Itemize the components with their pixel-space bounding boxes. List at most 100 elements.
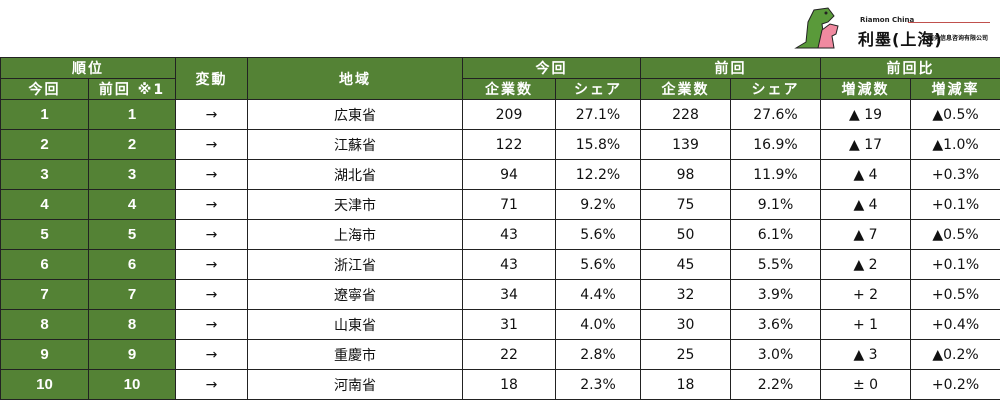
logo-chinese-name: 利墨(上海) — [858, 30, 943, 49]
cell-change: → — [175, 369, 248, 400]
cell-share: 2.3% — [555, 369, 641, 400]
cell-diff: + 2 — [820, 279, 911, 310]
table-row: 8 8 → 山東省 31 4.0% 30 3.6% + 1 +0.4% — [0, 309, 1000, 340]
logo-subtitle: 商务信息咨询有限公司 — [928, 35, 989, 42]
cell-current-rank: 9 — [0, 339, 89, 370]
cell-share: 5.6% — [555, 219, 641, 250]
cell-companies: 31 — [462, 309, 556, 340]
cell-region: 遼寧省 — [247, 279, 463, 310]
cell-companies: 43 — [462, 249, 556, 280]
cell-share: 5.6% — [555, 249, 641, 280]
cell-change: → — [175, 249, 248, 280]
cell-region: 浙江省 — [247, 249, 463, 280]
cell-diff: ▲ 7 — [820, 219, 911, 250]
cell-region: 湖北省 — [247, 159, 463, 190]
cell-rate: ▲0.5% — [910, 99, 1000, 130]
cell-current-rank: 3 — [0, 159, 89, 190]
cell-current-rank: 4 — [0, 189, 89, 220]
cell-rate: +0.1% — [910, 249, 1000, 280]
cell-companies: 71 — [462, 189, 556, 220]
cell-rate: +0.2% — [910, 369, 1000, 400]
cell-diff: ▲ 4 — [820, 159, 911, 190]
cell-current-rank: 10 — [0, 369, 89, 400]
cell-share: 15.8% — [555, 129, 641, 160]
cell-previous-rank: 3 — [88, 159, 176, 190]
cell-region: 河南省 — [247, 369, 463, 400]
dinosaur-mascot-icon — [794, 7, 839, 49]
cell-rate: ▲1.0% — [910, 129, 1000, 160]
cell-rate: ▲0.5% — [910, 219, 1000, 250]
cell-prev-companies: 25 — [640, 339, 731, 370]
cell-diff: ± 0 — [820, 369, 911, 400]
header-prev-companies: 企業数 — [640, 78, 731, 100]
cell-rate: +0.4% — [910, 309, 1000, 340]
table-row: 4 4 → 天津市 71 9.2% 75 9.1% ▲ 4 +0.1% — [0, 189, 1000, 220]
cell-prev-share: 5.5% — [730, 249, 821, 280]
cell-prev-companies: 32 — [640, 279, 731, 310]
cell-previous-rank: 9 — [88, 339, 176, 370]
cell-share: 2.8% — [555, 339, 641, 370]
header-this-time: 今回 — [462, 57, 641, 79]
table-row: 10 10 → 河南省 18 2.3% 18 2.2% ± 0 +0.2% — [0, 369, 1000, 400]
cell-region: 山東省 — [247, 309, 463, 340]
cell-region: 広東省 — [247, 99, 463, 130]
cell-share: 27.1% — [555, 99, 641, 130]
cell-diff: ▲ 19 — [820, 99, 911, 130]
cell-share: 4.0% — [555, 309, 641, 340]
cell-region: 重慶市 — [247, 339, 463, 370]
table-row: 6 6 → 浙江省 43 5.6% 45 5.5% ▲ 2 +0.1% — [0, 249, 1000, 280]
cell-change: → — [175, 309, 248, 340]
logo-english-name: Riamon China — [860, 16, 915, 24]
cell-prev-share: 3.9% — [730, 279, 821, 310]
cell-previous-rank: 10 — [88, 369, 176, 400]
cell-prev-companies: 228 — [640, 99, 731, 130]
cell-change: → — [175, 339, 248, 370]
cell-share: 12.2% — [555, 159, 641, 190]
cell-previous-rank: 5 — [88, 219, 176, 250]
header-rank: 順位 — [0, 57, 176, 79]
cell-change: → — [175, 159, 248, 190]
cell-current-rank: 2 — [0, 129, 89, 160]
cell-region: 上海市 — [247, 219, 463, 250]
cell-change: → — [175, 99, 248, 130]
cell-change: → — [175, 279, 248, 310]
cell-diff: ▲ 4 — [820, 189, 911, 220]
cell-prev-companies: 45 — [640, 249, 731, 280]
cell-prev-companies: 98 — [640, 159, 731, 190]
cell-region: 天津市 — [247, 189, 463, 220]
cell-prev-share: 11.9% — [730, 159, 821, 190]
cell-diff: ▲ 17 — [820, 129, 911, 160]
cell-prev-companies: 30 — [640, 309, 731, 340]
cell-current-rank: 1 — [0, 99, 89, 130]
cell-companies: 34 — [462, 279, 556, 310]
cell-previous-rank: 7 — [88, 279, 176, 310]
logo-divider — [908, 22, 990, 23]
company-logo: Riamon China 利墨(上海) 商务信息咨询有限公司 — [788, 2, 1000, 54]
cell-previous-rank: 6 — [88, 249, 176, 280]
cell-current-rank: 8 — [0, 309, 89, 340]
header-compare: 前回比 — [820, 57, 1000, 79]
header-share: シェア — [555, 78, 641, 100]
cell-previous-rank: 4 — [88, 189, 176, 220]
cell-diff: ▲ 3 — [820, 339, 911, 370]
header-rate: 増減率 — [910, 78, 1000, 100]
cell-share: 9.2% — [555, 189, 641, 220]
cell-previous-rank: 2 — [88, 129, 176, 160]
cell-companies: 18 — [462, 369, 556, 400]
cell-companies: 22 — [462, 339, 556, 370]
header-change: 変動 — [175, 57, 248, 100]
table-row: 7 7 → 遼寧省 34 4.4% 32 3.9% + 2 +0.5% — [0, 279, 1000, 310]
cell-rate: +0.5% — [910, 279, 1000, 310]
table-row: 3 3 → 湖北省 94 12.2% 98 11.9% ▲ 4 +0.3% — [0, 159, 1000, 190]
cell-companies: 209 — [462, 99, 556, 130]
cell-region: 江蘇省 — [247, 129, 463, 160]
cell-prev-companies: 75 — [640, 189, 731, 220]
cell-companies: 94 — [462, 159, 556, 190]
cell-prev-companies: 50 — [640, 219, 731, 250]
cell-rate: +0.1% — [910, 189, 1000, 220]
cell-change: → — [175, 129, 248, 160]
header-diff: 増減数 — [820, 78, 911, 100]
cell-change: → — [175, 219, 248, 250]
cell-prev-share: 3.0% — [730, 339, 821, 370]
cell-previous-rank: 1 — [88, 99, 176, 130]
